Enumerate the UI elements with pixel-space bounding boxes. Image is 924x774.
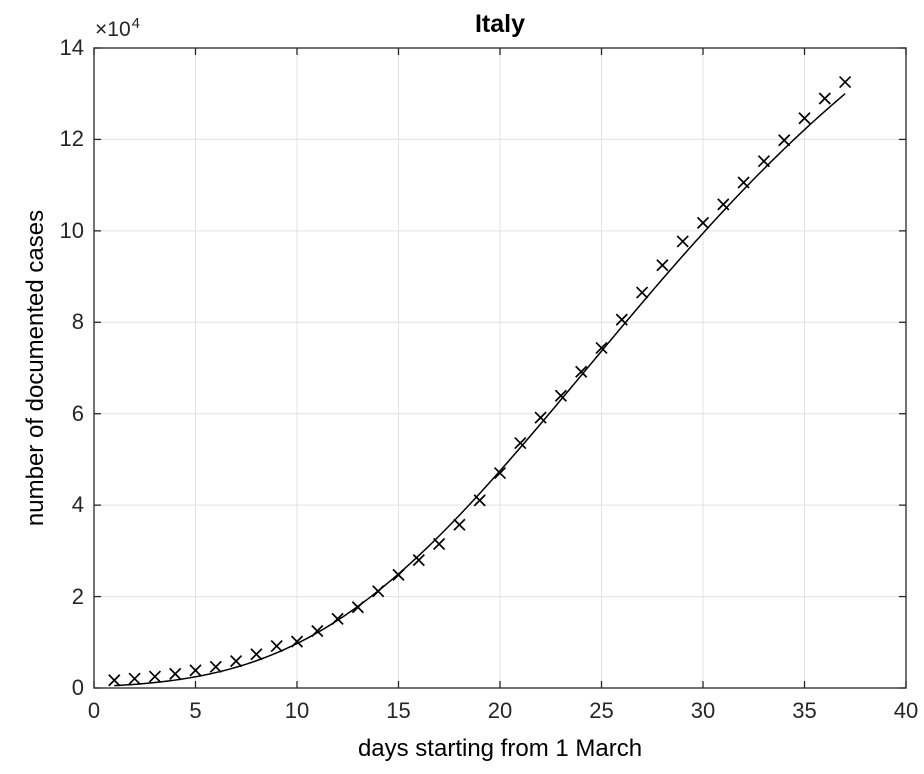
fit-curve	[114, 93, 846, 687]
x-tick-label: 40	[893, 698, 919, 723]
y-tick-label: 8	[71, 309, 84, 335]
chart-title: Italy	[474, 10, 526, 38]
data-marker-x	[554, 389, 568, 402]
data-marker-x	[473, 494, 486, 507]
y-axis-multiplier-exponent: 4	[131, 15, 140, 32]
data-marker-x	[250, 648, 263, 661]
data-marker-x	[757, 155, 771, 168]
data-marker-x	[148, 670, 162, 683]
data-marker-x	[412, 553, 425, 567]
data-marker-x	[534, 411, 547, 424]
y-axis-multiplier-base: ×10	[95, 18, 131, 41]
data-marker-x	[696, 216, 710, 230]
data-marker-x	[209, 660, 222, 673]
y-tick-label: 0	[71, 675, 84, 700]
data-marker-x	[128, 672, 141, 685]
y-tick-label: 4	[71, 492, 84, 518]
data-markers	[108, 75, 852, 687]
x-tick-label: 25	[589, 698, 614, 723]
data-marker-x	[615, 313, 628, 326]
data-marker-x	[189, 664, 202, 677]
y-tick-label: 10	[59, 217, 84, 243]
x-tick-label: 15	[386, 698, 411, 723]
data-marker-x	[229, 655, 243, 668]
data-marker-x	[798, 112, 811, 125]
y-tick-label: 12	[59, 126, 84, 152]
data-marker-x	[493, 466, 507, 480]
data-marker-x	[818, 92, 831, 105]
data-marker-x	[838, 75, 852, 89]
y-tick-label: 2	[71, 583, 84, 609]
x-tick-label: 10	[284, 698, 310, 723]
data-marker-x	[575, 365, 588, 378]
y-axis-label: number of documented cases	[22, 209, 49, 527]
data-marker-x	[351, 601, 365, 614]
y-tick-label: 14	[59, 35, 84, 60]
data-marker-x	[676, 235, 689, 248]
x-tick-label: 30	[690, 698, 716, 723]
y-axis-multiplier: ×104	[95, 15, 140, 42]
x-tick-label: 5	[189, 698, 202, 723]
y-tick-label: 6	[71, 400, 84, 426]
data-marker-x	[656, 259, 669, 272]
data-marker-x	[514, 436, 527, 450]
data-marker-x	[108, 674, 121, 687]
data-marker-x	[432, 537, 446, 551]
data-marker-x	[453, 518, 466, 531]
data-marker-x	[169, 667, 182, 680]
data-marker-x	[635, 286, 649, 299]
data-marker-x	[372, 585, 385, 598]
data-marker-x	[737, 176, 750, 189]
x-tick-label: 0	[87, 698, 101, 723]
data-marker-x	[331, 612, 344, 626]
data-marker-x	[392, 568, 405, 581]
data-marker-x	[270, 639, 283, 653]
x-tick-label: 35	[792, 698, 817, 723]
x-axis-label: days starting from 1 March	[357, 735, 643, 762]
data-marker-x	[595, 341, 608, 355]
data-marker-x	[778, 134, 791, 147]
x-tick-label: 20	[487, 698, 513, 723]
data-marker-x	[717, 198, 730, 211]
data-marker-x	[311, 624, 324, 638]
data-marker-x	[290, 635, 304, 648]
